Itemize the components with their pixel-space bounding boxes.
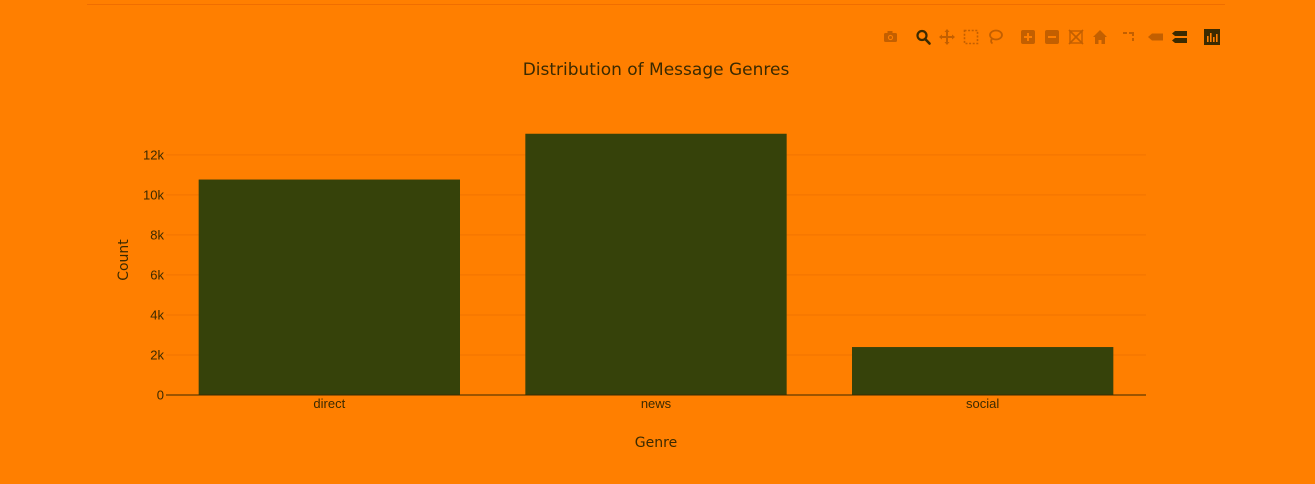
zoom-out-icon[interactable] [1042,27,1062,47]
y-tick-labels: 0 2k 4k 6k 8k 10k 12k [143,147,164,402]
y-tick-label: 0 [157,388,164,403]
top-divider [87,4,1225,5]
chart-title: Distribution of Message Genres [523,60,790,80]
y-tick-label: 6k [150,267,164,282]
x-axis-title: Genre [635,435,677,451]
bar-news[interactable] [525,133,787,395]
x-tick-label: news [641,396,672,411]
bar-direct[interactable] [198,179,460,395]
hover-compare-icon[interactable] [1170,27,1190,47]
zoom-in-icon[interactable] [1018,27,1038,47]
y-tick-label: 2k [150,347,164,362]
box-select-icon[interactable] [961,27,981,47]
y-tick-label: 10k [143,187,164,202]
camera-icon[interactable] [880,27,900,47]
autoscale-icon[interactable] [1066,27,1086,47]
y-tick-label: 8k [150,227,164,242]
hover-closest-icon[interactable] [1146,27,1166,47]
x-tick-labels: direct news social [313,396,999,411]
pan-icon[interactable] [937,27,957,47]
y-tick-label: 12k [143,147,164,162]
x-tick-label: social [966,396,999,411]
bar-social[interactable] [852,347,1114,395]
zoom-icon[interactable] [913,27,933,47]
x-tick-label: direct [313,396,345,411]
lasso-select-icon[interactable] [985,27,1005,47]
home-icon[interactable] [1090,27,1110,47]
spike-lines-icon[interactable] [1120,27,1140,47]
y-tick-label: 4k [150,307,164,322]
plotly-logo-icon[interactable] [1202,27,1222,47]
y-axis-title: Count [116,239,132,281]
bars [198,133,1114,395]
